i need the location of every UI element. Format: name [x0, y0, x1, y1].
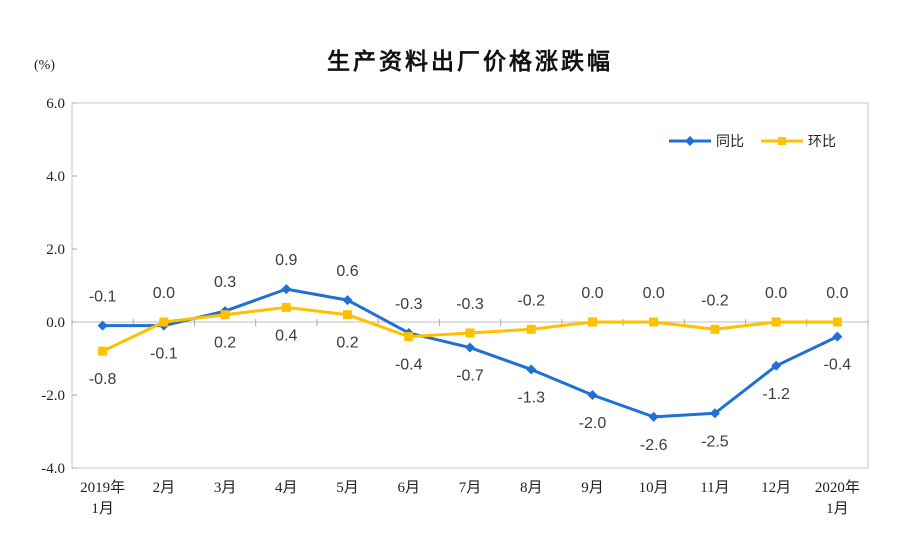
- data-point-label: 0.0: [765, 285, 787, 302]
- data-point-label: -0.3: [456, 296, 484, 313]
- data-point-label: -1.2: [762, 386, 790, 403]
- y-axis-tick-label: 6.0: [46, 96, 65, 112]
- data-point-marker: [220, 310, 230, 320]
- x-axis-category-label: 5月: [336, 480, 359, 496]
- data-point-marker: [832, 317, 842, 327]
- data-point-label: -1.3: [517, 389, 545, 406]
- legend-swatch-marker-1: [778, 137, 786, 145]
- data-point-marker: [587, 317, 597, 327]
- data-point-label: -0.1: [89, 289, 117, 306]
- data-point-marker: [587, 390, 598, 400]
- legend-item-huanbi: 环比: [760, 131, 836, 151]
- x-axis-category-label: 4月: [275, 480, 298, 496]
- data-point-marker: [526, 364, 537, 375]
- data-point-label: -0.2: [517, 292, 545, 309]
- x-axis-category-label: 10月: [639, 480, 669, 496]
- x-axis-category-label: 12月: [761, 480, 791, 496]
- legend-label-tongbi: 同比: [716, 135, 744, 150]
- data-point-label: -2.5: [701, 433, 729, 450]
- plot-border: [71, 102, 869, 469]
- data-point-label: 0.0: [826, 285, 848, 302]
- data-point-label: -2.0: [579, 415, 607, 432]
- data-point-marker: [771, 360, 782, 371]
- y-axis-tick-label: 2.0: [46, 242, 65, 258]
- data-point-marker: [709, 408, 720, 419]
- y-axis-tick-label: -4.0: [41, 461, 65, 477]
- tongbi-line-sample-icon: [669, 136, 711, 146]
- data-point-label: 0.4: [275, 327, 297, 344]
- x-axis-category-label: 3月: [214, 480, 237, 496]
- data-point-marker: [771, 317, 781, 327]
- data-point-label: -0.4: [395, 357, 423, 374]
- y-axis-tick-label: -2.0: [41, 388, 65, 404]
- legend-item-tongbi: 同比: [668, 131, 744, 151]
- x-axis-category-label: 6月: [398, 480, 421, 496]
- x-axis-category-label: 2020年: [815, 479, 860, 496]
- data-point-marker: [343, 310, 353, 320]
- data-point-marker: [98, 346, 108, 356]
- data-point-label: 0.0: [643, 285, 665, 302]
- x-axis-category-label: 9月: [581, 480, 604, 496]
- data-point-marker: [648, 411, 659, 422]
- data-point-label: 0.0: [581, 285, 603, 302]
- x-axis-category-label: 1月: [91, 501, 114, 517]
- data-point-label: -0.4: [824, 357, 852, 374]
- data-point-label: -0.2: [701, 292, 729, 309]
- data-point-label: 0.6: [336, 263, 358, 280]
- data-point-marker: [710, 324, 720, 334]
- data-point-marker: [342, 295, 353, 306]
- data-point-label: 0.2: [214, 335, 236, 352]
- y-axis-tick-label: 0.0: [46, 315, 65, 331]
- x-axis-category-label: 1月: [826, 501, 849, 517]
- data-point-label: -0.3: [395, 296, 423, 313]
- data-point-marker: [465, 342, 475, 353]
- data-point-label: -2.6: [640, 437, 668, 454]
- x-axis-category-label: 7月: [459, 480, 482, 496]
- data-point-marker: [404, 332, 414, 342]
- x-axis-category-label: 2月: [153, 480, 176, 496]
- data-point-marker: [649, 317, 659, 327]
- data-point-marker: [281, 284, 292, 295]
- data-point-label: -0.1: [150, 346, 178, 363]
- x-axis-category-label: 2019年: [80, 479, 125, 496]
- data-point-marker: [281, 302, 291, 312]
- data-point-marker: [97, 320, 108, 331]
- legend-swatch-marker-0: [685, 136, 695, 146]
- y-axis-unit-label: (%): [34, 58, 55, 73]
- data-point-label: -0.8: [89, 371, 117, 388]
- data-point-marker: [832, 331, 843, 342]
- huanbi-line-sample-icon: [761, 137, 803, 145]
- data-point-marker: [159, 317, 169, 327]
- y-axis-tick-label: 4.0: [46, 169, 65, 185]
- data-point-label: 0.9: [275, 252, 297, 269]
- chart-title: 生产资料出厂价格涨跌幅: [327, 48, 613, 74]
- data-point-marker: [526, 324, 536, 334]
- x-axis-category-label: 11月: [700, 480, 729, 496]
- data-point-label: -0.7: [456, 368, 484, 385]
- data-point-label: 0.0: [153, 285, 175, 302]
- data-point-marker: [465, 328, 475, 338]
- legend-label-huanbi: 环比: [808, 135, 836, 150]
- x-axis-category-label: 8月: [520, 480, 543, 496]
- data-point-label: 0.2: [336, 335, 358, 352]
- data-point-label: 0.3: [214, 274, 236, 291]
- chart-legend: 同比 环比: [668, 131, 836, 151]
